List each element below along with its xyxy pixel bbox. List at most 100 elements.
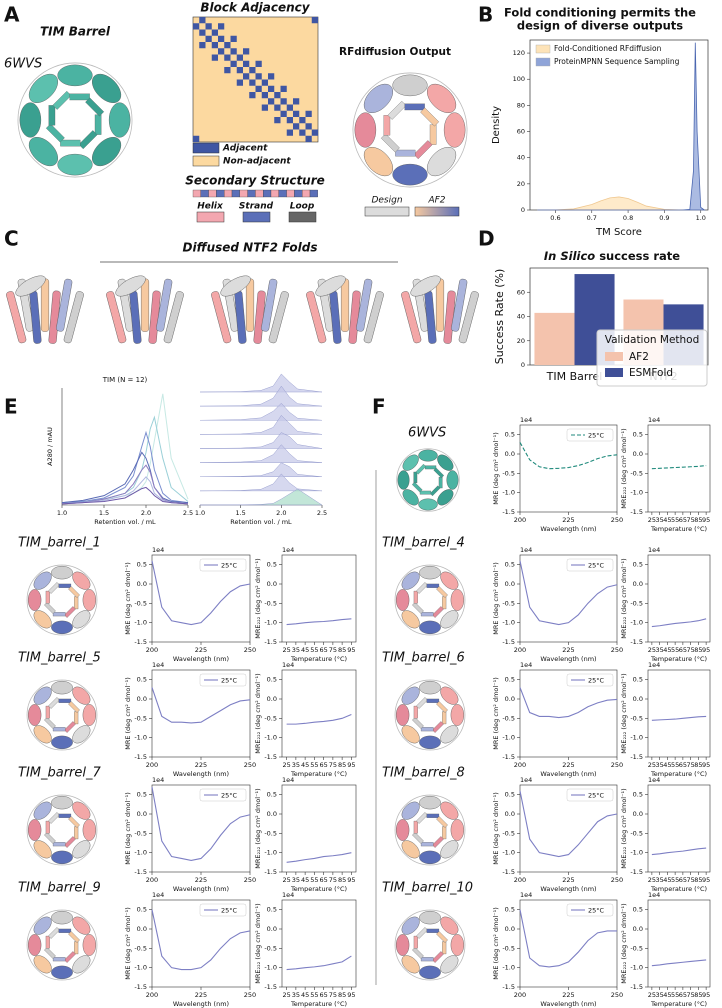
- x-tick-label: 75: [686, 761, 694, 769]
- x-axis-label: Temperature (°C): [290, 770, 347, 778]
- legend-box: [566, 673, 614, 687]
- strand: [48, 582, 60, 594]
- x-axis-label: TM Score: [595, 227, 642, 238]
- y-tick-label: -1.5: [134, 868, 147, 876]
- matrix-cell: [211, 29, 218, 36]
- strand: [436, 701, 448, 713]
- protein-structure: [394, 794, 466, 866]
- y-tick-label: -1.0: [264, 619, 277, 627]
- x-tick-label: 225: [195, 991, 207, 999]
- axis-offset: 1e4: [520, 661, 532, 669]
- loop: [394, 909, 466, 981]
- ridge: [199, 473, 323, 492]
- helix: [27, 589, 42, 611]
- cd-curve: [519, 560, 618, 626]
- x-tick-label: 65: [679, 516, 687, 524]
- y-tick-label: -1.5: [264, 983, 277, 991]
- y-axis-label: MRE₂₂₂ (deg cm² dmol⁻¹): [254, 558, 262, 638]
- y-tick-label: -0.5: [502, 829, 515, 837]
- y-tick-label: -1.0: [502, 734, 515, 742]
- x-tick-label: 0.7: [587, 214, 597, 222]
- x-tick-label: 25: [282, 646, 290, 654]
- y-tick-label: -1.5: [502, 753, 515, 761]
- y-tick-label: 0.0: [505, 695, 515, 703]
- strand: [420, 957, 434, 962]
- protein-name: TIM_barrel_1: [18, 536, 101, 551]
- x-tick-label: 65: [319, 646, 327, 654]
- x-tick-label: 75: [686, 646, 694, 654]
- y-tick-label: 0.5: [137, 791, 147, 799]
- matrix-cell: [243, 73, 250, 80]
- helix: [92, 73, 122, 103]
- x-tick-label: 1.5: [99, 509, 109, 517]
- protein-structure: [211, 275, 289, 344]
- matrix-cell: [261, 79, 268, 86]
- axis-offset: 1e4: [282, 546, 294, 554]
- x-axis-label: Temperature (°C): [650, 885, 707, 893]
- y-tick-label: -0.5: [134, 599, 147, 607]
- y-tick-label: 0.5: [267, 906, 277, 914]
- y-tick-label: -1.5: [630, 638, 643, 646]
- matrix-cell: [224, 67, 231, 74]
- x-tick-label: 200: [514, 876, 526, 884]
- matrix-cell: [293, 123, 300, 130]
- legend-box: [199, 673, 247, 687]
- protein-name: TIM_barrel_6: [382, 651, 465, 666]
- ridge: [199, 432, 323, 449]
- y-tick-label: -0.5: [134, 829, 147, 837]
- y-tick-label: -0.5: [264, 714, 277, 722]
- y-tick-label: -0.5: [134, 714, 147, 722]
- helix: [450, 819, 465, 841]
- helix: [443, 112, 466, 148]
- y-tick-label: -1.0: [630, 964, 643, 972]
- helix: [410, 275, 441, 297]
- x-tick-label: 250: [611, 761, 623, 769]
- y-tick-label: -1.0: [502, 849, 515, 857]
- strand: [442, 596, 447, 610]
- x-tick-label: 200: [146, 761, 158, 769]
- y-axis-label: A280 / mAU: [46, 427, 54, 466]
- helix: [33, 840, 52, 859]
- helix: [440, 610, 459, 629]
- protein-structure: [394, 909, 466, 981]
- y-axis-label: MRE₂₂₂ (deg cm² dmol⁻¹): [620, 558, 628, 638]
- legend-label: Loop: [290, 202, 315, 212]
- y-tick-label: -1.5: [630, 508, 643, 516]
- strand: [412, 717, 424, 729]
- x-tick-label: 0.8: [623, 214, 633, 222]
- x-axis-label: Temperature (°C): [290, 1000, 347, 1008]
- strand: [340, 278, 350, 332]
- matrix-cell: [280, 85, 287, 92]
- helix: [72, 801, 91, 820]
- y-tick-label: 0.0: [137, 810, 147, 818]
- panel-letter: E: [4, 395, 18, 419]
- y-axis-label: MRE₂₂₂ (deg cm² dmol⁻¹): [254, 903, 262, 983]
- strand: [416, 582, 428, 594]
- x-tick-label: 25: [282, 761, 290, 769]
- strand: [442, 826, 447, 840]
- trace: [61, 451, 189, 504]
- axis-offset: 1e4: [520, 891, 532, 899]
- matrix-cell: [311, 129, 318, 136]
- chart-title: In Silico success rate: [544, 249, 680, 263]
- matrix-cell: [199, 17, 206, 24]
- helix: [427, 147, 457, 177]
- x-tick-label: 0.9: [659, 214, 669, 222]
- x-tick-label: 95: [702, 516, 710, 524]
- cd-curve: [151, 909, 251, 971]
- strand: [451, 278, 468, 332]
- strand: [58, 928, 72, 933]
- plot-frame: [647, 424, 711, 513]
- legend-box: [566, 428, 614, 442]
- y-tick-label: 0.0: [633, 580, 643, 588]
- helix: [363, 83, 393, 113]
- y-tick-label: 0.5: [505, 906, 515, 914]
- x-tick-label: 75: [686, 876, 694, 884]
- strand: [106, 291, 127, 344]
- ss-segment: [263, 189, 272, 198]
- x-tick-label: 35: [292, 991, 300, 999]
- plot-frame: [281, 669, 357, 758]
- protein-structure: [306, 275, 384, 344]
- y-tick-label: -0.5: [502, 944, 515, 952]
- protein-structure: [26, 794, 98, 866]
